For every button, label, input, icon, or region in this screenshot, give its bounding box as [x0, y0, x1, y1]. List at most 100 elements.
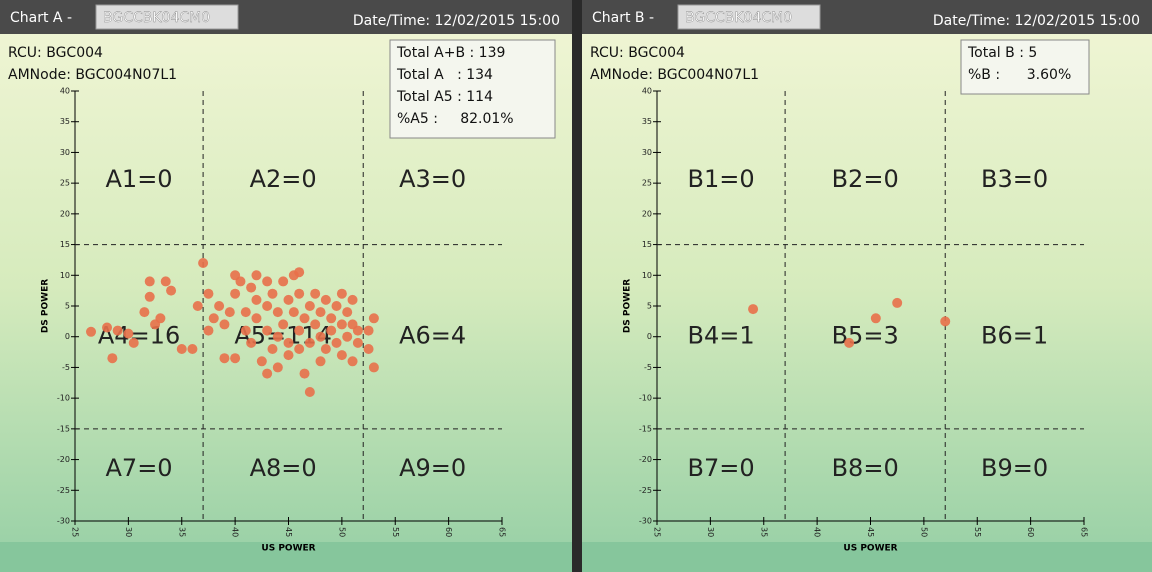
y-tick-label: 25 [60, 179, 70, 188]
data-point [368, 313, 379, 324]
data-point [315, 307, 326, 318]
y-tick-label: 35 [60, 117, 70, 126]
data-point [342, 331, 353, 342]
data-point [107, 353, 118, 364]
data-point [342, 307, 353, 318]
data-point [262, 368, 273, 379]
y-tick-label: -15 [57, 424, 70, 433]
x-axis-label: US POWER [843, 544, 897, 554]
data-point [315, 356, 326, 367]
data-point [892, 297, 903, 308]
y-tick-label: -10 [57, 394, 70, 403]
data-point [272, 331, 283, 342]
data-point [294, 325, 305, 336]
y-tick-label: 10 [60, 271, 70, 280]
y-axis-label: DS POWER [41, 279, 51, 333]
data-point [363, 344, 374, 354]
data-point [262, 325, 273, 336]
data-point [144, 276, 155, 287]
data-point [166, 285, 177, 296]
y-tick-label: -5 [62, 363, 70, 372]
data-point [304, 337, 315, 348]
datetime: Date/Time: 12/02/2015 15:00 [353, 13, 560, 29]
zone-label: A1=0 [106, 165, 173, 193]
data-point [326, 325, 337, 336]
chart-title: Chart B - [592, 10, 654, 26]
header-bar [0, 0, 572, 34]
data-point [112, 325, 123, 336]
x-tick-label: 25 [71, 527, 80, 537]
data-point [267, 344, 278, 354]
data-point [251, 294, 262, 305]
panel-footer [0, 542, 572, 572]
x-tick-label: 50 [337, 527, 346, 537]
y-tick-label: 20 [60, 209, 70, 218]
data-point [128, 337, 139, 348]
x-tick-label: 65 [1080, 527, 1089, 537]
summary-line: Total A : 134 [396, 67, 493, 83]
y-tick-label: -20 [57, 455, 70, 464]
data-point [748, 304, 759, 315]
data-point [304, 301, 315, 311]
zone-label: B2=0 [832, 165, 899, 193]
data-point [187, 344, 198, 354]
summary-line: %B : 3.60% [968, 67, 1071, 83]
y-tick-label: 35 [642, 117, 652, 126]
data-point [331, 301, 342, 311]
x-tick-label: 40 [813, 527, 822, 537]
zone-label: B3=0 [981, 165, 1048, 193]
panel: Chart A - BGCCBK04CM0 Date/Time: 12/02/201… [0, 0, 572, 572]
data-point [224, 307, 235, 318]
x-tick-label: 55 [973, 527, 982, 537]
data-point [352, 325, 363, 336]
data-point [246, 282, 257, 293]
data-point [368, 362, 379, 373]
y-tick-label: 5 [65, 302, 70, 311]
chart-title: Chart A - [10, 10, 72, 26]
zone-label: A2=0 [250, 165, 317, 193]
zone-label: B5=3 [832, 322, 899, 350]
data-point [219, 319, 230, 330]
panel-background [582, 0, 1152, 572]
info-line: RCU: BGC004 [8, 45, 103, 61]
data-point [192, 301, 203, 311]
zone-label: A9=0 [399, 454, 466, 482]
data-point [272, 307, 283, 318]
zone-label: B9=0 [981, 454, 1048, 482]
y-tick-label: 30 [642, 148, 652, 157]
x-tick-label: 45 [866, 527, 875, 537]
data-point [294, 288, 305, 299]
x-tick-label: 40 [231, 527, 240, 537]
data-point [246, 337, 257, 348]
data-point [278, 276, 289, 287]
data-point [336, 319, 347, 330]
data-point [294, 267, 305, 278]
summary-box [960, 39, 1090, 95]
zone-label: B4=1 [687, 322, 754, 350]
data-point [160, 276, 171, 287]
zone-label: B1=0 [687, 165, 754, 193]
y-tick-label: 10 [642, 271, 652, 280]
x-tick-label: 50 [919, 527, 928, 537]
y-tick-label: 0 [65, 332, 70, 341]
x-tick-label: 30 [706, 527, 715, 537]
data-point [262, 301, 273, 311]
data-point [870, 313, 881, 324]
y-tick-label: 20 [642, 209, 652, 218]
x-tick-label: 45 [284, 527, 293, 537]
data-point [331, 337, 342, 348]
device-field [677, 4, 821, 30]
data-point [352, 337, 363, 348]
y-tick-label: 40 [60, 87, 70, 96]
x-tick-label: 35 [177, 527, 186, 537]
data-point [123, 328, 134, 339]
y-tick-label: 5 [647, 302, 652, 311]
data-point [283, 294, 294, 305]
y-tick-label: -10 [639, 394, 652, 403]
data-point [336, 288, 347, 299]
data-point [326, 313, 337, 324]
y-tick-label: 15 [642, 240, 652, 249]
data-point [256, 356, 267, 367]
y-axis-label: DS POWER [623, 279, 633, 333]
zone-label: A8=0 [250, 454, 317, 482]
